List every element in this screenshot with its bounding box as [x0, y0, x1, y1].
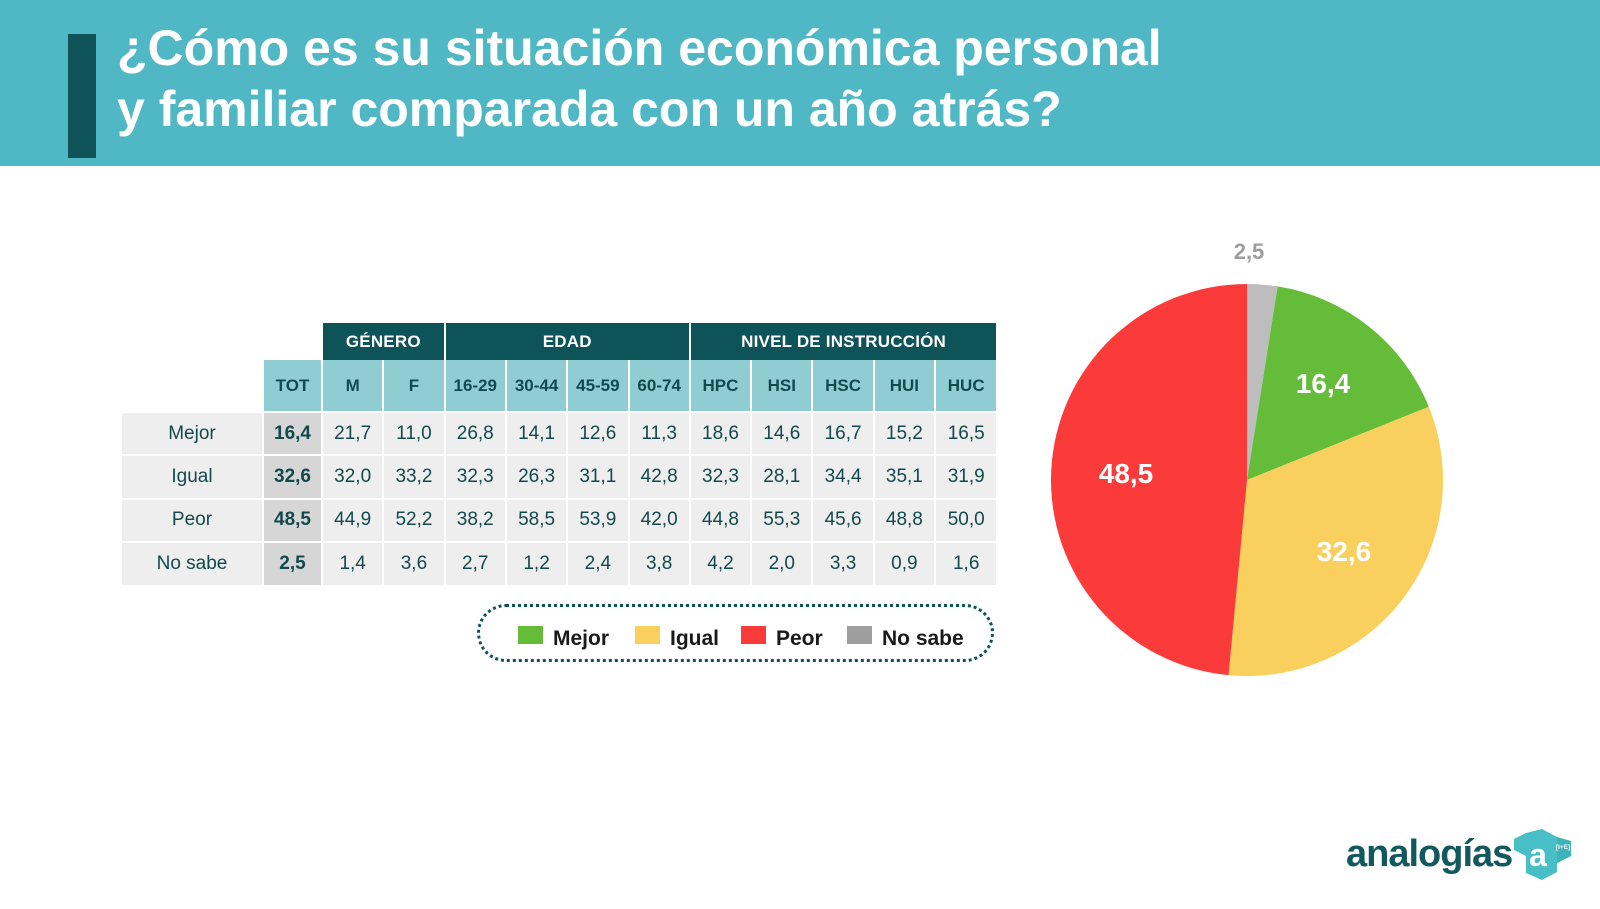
svg-text:2,5: 2,5: [1234, 239, 1265, 264]
svg-text:16,4: 16,4: [1296, 368, 1351, 399]
svg-text:[I+E]: [I+E]: [1556, 844, 1570, 851]
svg-text:32,6: 32,6: [1317, 536, 1372, 567]
svg-text:a: a: [1529, 837, 1547, 873]
svg-text:48,5: 48,5: [1099, 458, 1154, 489]
